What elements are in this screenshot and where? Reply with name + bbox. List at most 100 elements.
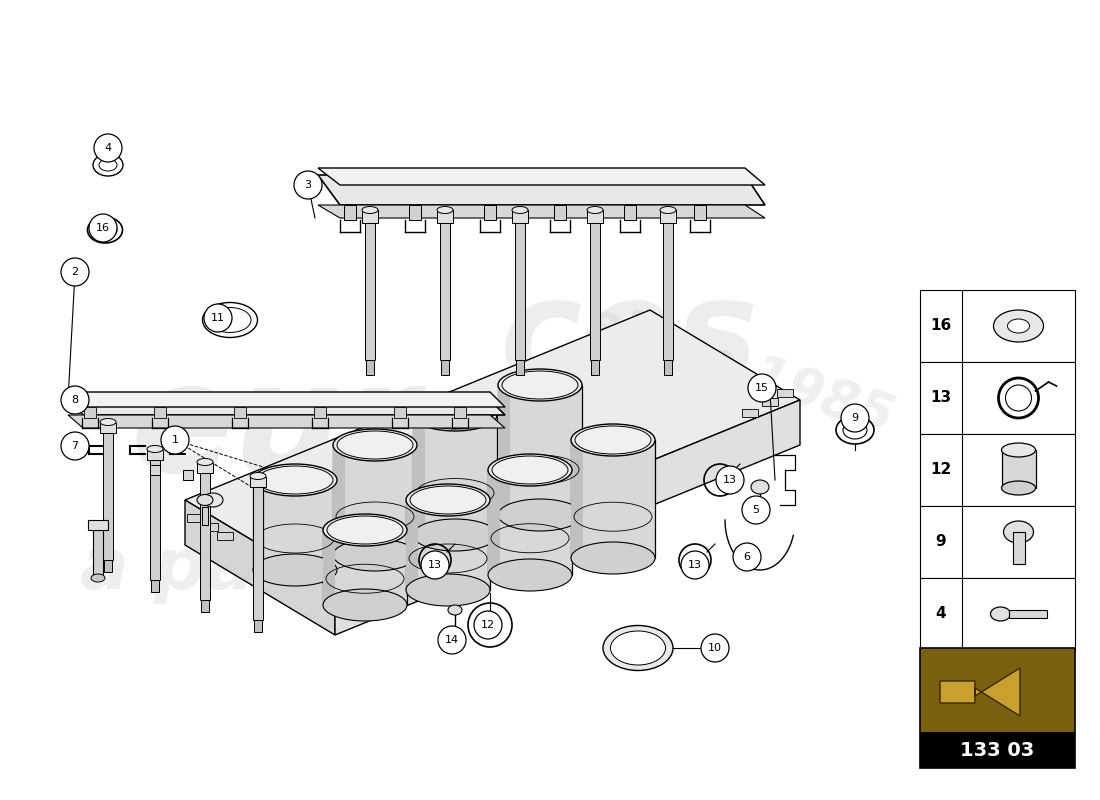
Ellipse shape xyxy=(257,466,333,494)
Polygon shape xyxy=(250,477,266,487)
Text: 1: 1 xyxy=(172,435,178,445)
Polygon shape xyxy=(333,445,417,555)
Circle shape xyxy=(94,134,122,162)
FancyBboxPatch shape xyxy=(920,290,1075,362)
Polygon shape xyxy=(454,407,466,418)
Ellipse shape xyxy=(94,154,123,176)
Text: 9: 9 xyxy=(851,413,859,423)
Circle shape xyxy=(161,426,189,454)
Ellipse shape xyxy=(323,589,407,621)
Polygon shape xyxy=(515,218,525,360)
Circle shape xyxy=(89,214,117,242)
Ellipse shape xyxy=(327,516,403,544)
Ellipse shape xyxy=(91,574,104,582)
Polygon shape xyxy=(484,205,496,220)
Ellipse shape xyxy=(406,574,490,606)
Polygon shape xyxy=(318,175,764,205)
Polygon shape xyxy=(365,218,375,360)
Ellipse shape xyxy=(610,631,665,665)
Text: 133 03: 133 03 xyxy=(960,741,1035,759)
Polygon shape xyxy=(150,465,160,475)
Polygon shape xyxy=(333,445,345,555)
Ellipse shape xyxy=(362,206,378,214)
Text: 3: 3 xyxy=(305,180,311,190)
Polygon shape xyxy=(488,470,501,575)
Polygon shape xyxy=(590,218,600,360)
Circle shape xyxy=(421,551,449,579)
Polygon shape xyxy=(68,392,505,407)
Ellipse shape xyxy=(94,221,117,239)
Polygon shape xyxy=(200,468,210,600)
Polygon shape xyxy=(68,400,505,415)
Ellipse shape xyxy=(253,464,337,496)
Ellipse shape xyxy=(333,429,417,461)
Ellipse shape xyxy=(406,484,490,516)
Circle shape xyxy=(204,304,232,332)
Ellipse shape xyxy=(197,494,213,506)
Polygon shape xyxy=(234,407,246,418)
Polygon shape xyxy=(151,580,160,592)
Text: 16: 16 xyxy=(96,223,110,233)
Polygon shape xyxy=(441,360,449,375)
FancyBboxPatch shape xyxy=(920,506,1075,578)
Circle shape xyxy=(60,258,89,286)
Polygon shape xyxy=(498,385,510,515)
Circle shape xyxy=(60,432,89,460)
Polygon shape xyxy=(412,415,425,535)
Circle shape xyxy=(438,626,466,654)
Ellipse shape xyxy=(751,480,769,494)
Ellipse shape xyxy=(993,310,1044,342)
FancyBboxPatch shape xyxy=(920,578,1075,650)
Polygon shape xyxy=(183,470,192,480)
Polygon shape xyxy=(103,428,113,560)
FancyBboxPatch shape xyxy=(920,434,1075,506)
Circle shape xyxy=(294,171,322,199)
Circle shape xyxy=(716,466,744,494)
Ellipse shape xyxy=(202,302,257,338)
Ellipse shape xyxy=(323,514,407,546)
Polygon shape xyxy=(1012,532,1024,564)
Ellipse shape xyxy=(1003,521,1034,543)
Ellipse shape xyxy=(1001,443,1035,457)
Polygon shape xyxy=(147,450,163,460)
Polygon shape xyxy=(217,532,233,540)
Text: 15: 15 xyxy=(755,383,769,393)
Ellipse shape xyxy=(512,206,528,214)
Polygon shape xyxy=(185,310,800,590)
Ellipse shape xyxy=(412,399,497,431)
Polygon shape xyxy=(253,482,263,620)
Polygon shape xyxy=(664,360,672,375)
Polygon shape xyxy=(409,205,421,220)
Polygon shape xyxy=(571,440,583,558)
Polygon shape xyxy=(362,210,378,223)
Polygon shape xyxy=(202,507,208,525)
Polygon shape xyxy=(253,480,337,570)
Ellipse shape xyxy=(498,369,582,401)
Text: 13: 13 xyxy=(428,560,442,570)
Text: since 1985: since 1985 xyxy=(580,296,900,444)
Text: 13: 13 xyxy=(688,560,702,570)
Polygon shape xyxy=(94,530,103,578)
FancyBboxPatch shape xyxy=(920,732,1075,768)
Text: 4: 4 xyxy=(104,143,111,153)
Polygon shape xyxy=(762,398,778,406)
Text: 8: 8 xyxy=(72,395,78,405)
Polygon shape xyxy=(154,407,166,418)
FancyBboxPatch shape xyxy=(920,648,1075,768)
FancyBboxPatch shape xyxy=(920,362,1075,434)
Ellipse shape xyxy=(1001,481,1035,495)
Polygon shape xyxy=(406,500,490,590)
Polygon shape xyxy=(394,407,406,418)
Polygon shape xyxy=(512,210,528,223)
Ellipse shape xyxy=(437,206,453,214)
Ellipse shape xyxy=(843,421,867,439)
Polygon shape xyxy=(201,600,209,612)
Text: 12: 12 xyxy=(481,620,495,630)
Text: 14: 14 xyxy=(444,635,459,645)
Ellipse shape xyxy=(836,416,874,444)
Circle shape xyxy=(474,611,502,639)
Polygon shape xyxy=(406,500,418,590)
Text: a passion: a passion xyxy=(80,535,466,605)
Polygon shape xyxy=(940,668,1020,716)
Ellipse shape xyxy=(250,473,266,479)
